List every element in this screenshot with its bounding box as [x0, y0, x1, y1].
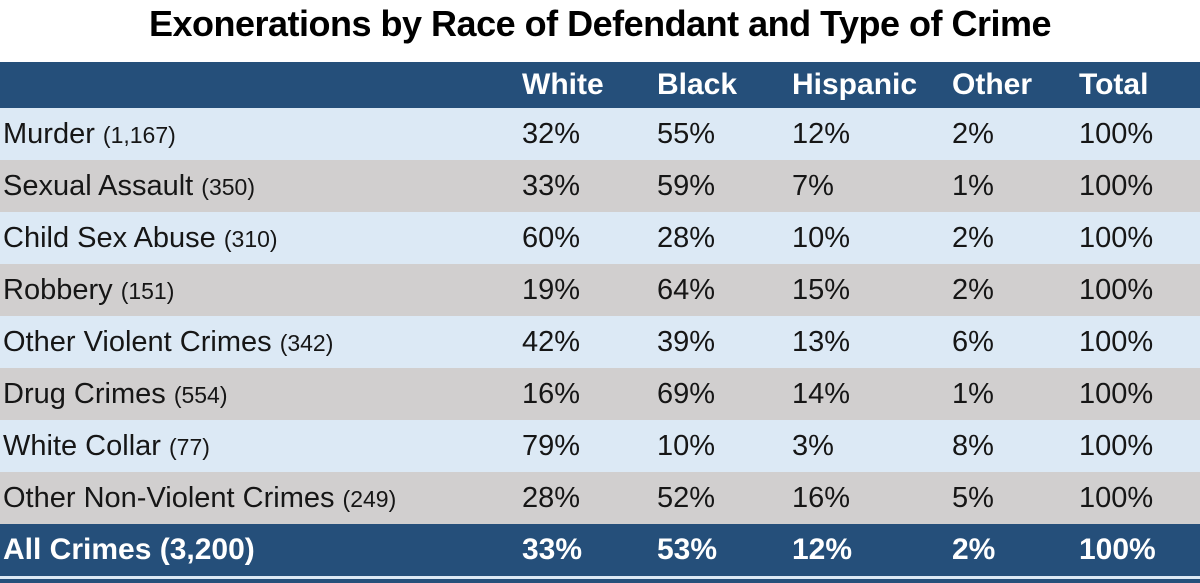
crime-count: (77) [169, 433, 210, 460]
cell-hispanic-pct: 13% [792, 325, 851, 358]
crime-count: (342) [279, 329, 334, 356]
cell-white-pct: 33% [522, 169, 581, 202]
cell-total-pct: 100% [1079, 377, 1154, 410]
cell-other-pct: 1% [952, 377, 994, 410]
table-header-row: White Black Hispanic Other Total [0, 62, 1200, 108]
cell-total-pct: 100% [1079, 221, 1154, 254]
cell-total-pct: 100% [1079, 429, 1154, 462]
cell-total-pct: 100% [1079, 481, 1154, 514]
cell-hispanic-pct: 12% [792, 533, 853, 566]
cell-black-pct: 28% [657, 221, 716, 254]
cell-other-pct: 2% [952, 221, 994, 254]
cell-total-pct: 100% [1079, 169, 1154, 202]
table-row-white-collar: White Collar (77) 79% 10% 3% 8% 100% [0, 420, 1200, 472]
table-row-drug-crimes: Drug Crimes (554) 16% 69% 14% 1% 100% [0, 368, 1200, 420]
bottom-light-strip [0, 576, 1200, 579]
table-row-robbery: Robbery (151) 19% 64% 15% 2% 100% [0, 264, 1200, 316]
crime-name: Child Sex Abuse [3, 221, 216, 254]
cell-hispanic-pct: 14% [792, 377, 851, 410]
column-header-black: Black [657, 68, 738, 101]
table-row-all-crimes-total: All Crimes (3,200) 33% 53% 12% 2% 100% [0, 524, 1200, 576]
crime-count: (249) [342, 485, 397, 512]
cell-white-pct: 79% [522, 429, 581, 462]
cell-black-pct: 69% [657, 377, 716, 410]
cell-total-pct: 100% [1079, 533, 1156, 566]
column-header-other: Other [952, 68, 1033, 101]
cell-hispanic-pct: 3% [792, 429, 834, 462]
cell-white-pct: 60% [522, 221, 581, 254]
column-header-total: Total [1079, 68, 1149, 101]
cell-other-pct: 2% [952, 117, 994, 150]
page-title: Exonerations by Race of Defendant and Ty… [148, 3, 1052, 44]
cell-other-pct: 5% [952, 481, 994, 514]
table-row-sexual-assault: Sexual Assault (350) 33% 59% 7% 1% 100% [0, 160, 1200, 212]
cell-other-pct: 2% [952, 273, 994, 306]
crime-name: Sexual Assault [3, 169, 194, 202]
header-spacer-cell [0, 62, 518, 108]
cell-hispanic-pct: 12% [792, 117, 851, 150]
cell-other-pct: 6% [952, 325, 994, 358]
cell-white-pct: 42% [522, 325, 581, 358]
cell-other-pct: 1% [952, 169, 994, 202]
cell-white-pct: 16% [522, 377, 581, 410]
cell-hispanic-pct: 15% [792, 273, 851, 306]
cell-white-pct: 19% [522, 273, 581, 306]
cell-total-pct: 100% [1079, 273, 1154, 306]
title-bar: Exonerations by Race of Defendant and Ty… [0, 0, 1200, 62]
crime-name: Murder [3, 117, 95, 150]
cell-black-pct: 64% [657, 273, 716, 306]
cell-white-pct: 32% [522, 117, 581, 150]
cell-hispanic-pct: 10% [792, 221, 851, 254]
column-header-hispanic: Hispanic [792, 68, 918, 101]
cell-hispanic-pct: 7% [792, 169, 834, 202]
crime-name: Drug Crimes [3, 377, 166, 410]
table-row-murder: Murder (1,167) 32% 55% 12% 2% 100% [0, 108, 1200, 160]
crime-name: Robbery [3, 273, 113, 306]
cell-black-pct: 39% [657, 325, 716, 358]
crime-name: Other Violent Crimes [3, 325, 272, 358]
cell-black-pct: 53% [657, 533, 718, 566]
cell-hispanic-pct: 16% [792, 481, 851, 514]
cell-other-pct: 2% [952, 533, 996, 566]
crime-name: White Collar [3, 429, 161, 462]
crime-count: (1,167) [102, 121, 176, 148]
crime-count: (310) [223, 225, 278, 252]
crime-name: Other Non-Violent Crimes [3, 481, 335, 514]
cell-black-pct: 10% [657, 429, 716, 462]
crime-count: (3,200) [159, 533, 255, 566]
table-row-other-violent-crimes: Other Violent Crimes (342) 42% 39% 13% 6… [0, 316, 1200, 368]
exonerations-table: White Black Hispanic Other Total Murder … [0, 62, 1200, 576]
column-header-white: White [522, 68, 604, 101]
cell-black-pct: 52% [657, 481, 716, 514]
table-row-child-sex-abuse: Child Sex Abuse (310) 60% 28% 10% 2% 100… [0, 212, 1200, 264]
cell-total-pct: 100% [1079, 325, 1154, 358]
crime-count: (350) [201, 173, 255, 200]
cell-total-pct: 100% [1079, 117, 1154, 150]
crime-name: All Crimes [3, 533, 152, 566]
table-row-other-non-violent-crimes: Other Non-Violent Crimes (249) 28% 52% 1… [0, 472, 1200, 524]
bottom-border-strip [0, 579, 1200, 583]
cell-white-pct: 28% [522, 481, 581, 514]
crime-count: (151) [120, 277, 175, 304]
cell-black-pct: 55% [657, 117, 716, 150]
crime-count: (554) [173, 381, 228, 408]
cell-black-pct: 59% [657, 169, 716, 202]
cell-other-pct: 8% [952, 429, 994, 462]
cell-white-pct: 33% [522, 533, 583, 566]
